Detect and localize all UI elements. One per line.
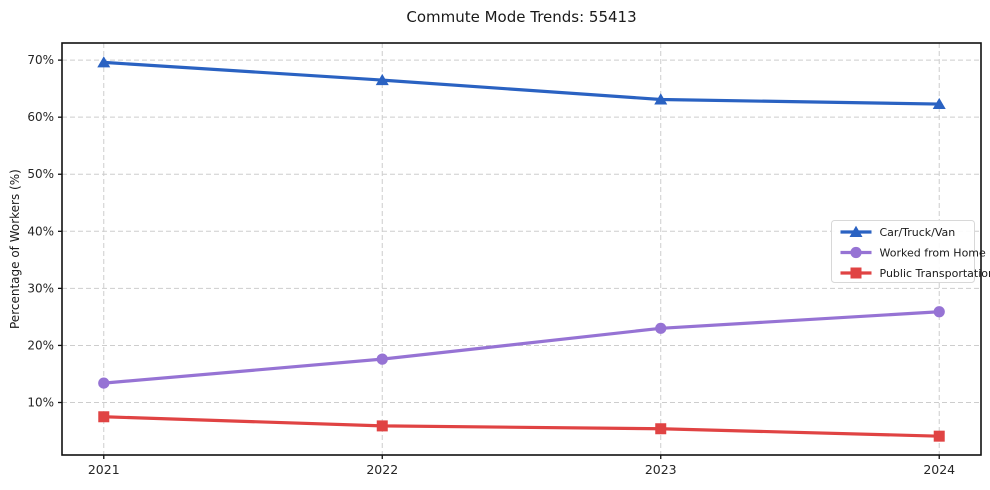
legend-sample-marker	[850, 246, 862, 259]
legend-label: Public Transportation	[880, 267, 990, 280]
y-tick-label: 60%	[27, 110, 54, 124]
data-point-marker	[98, 411, 110, 423]
series-line-worked-from-home	[102, 310, 941, 385]
data-point-marker	[655, 322, 667, 334]
data-point-marker	[932, 97, 946, 110]
data-point-marker	[376, 353, 388, 365]
legend-label: Worked from Home	[880, 247, 987, 260]
data-point-marker	[98, 377, 110, 389]
data-point-marker	[97, 56, 111, 68]
y-tick-label: 50%	[27, 167, 54, 181]
x-tick-label: 2023	[645, 462, 677, 477]
legend-box	[831, 220, 975, 283]
x-tick-label: 2021	[88, 462, 120, 477]
y-tick-label: 70%	[27, 53, 54, 67]
y-tick-label: 30%	[27, 281, 54, 295]
y-tick-label: 20%	[27, 338, 54, 352]
series-line-public-transportation	[102, 415, 941, 438]
legend-sample-marker	[850, 267, 862, 279]
legend-sample-marker	[849, 225, 863, 237]
legend-label: Car/Truck/Van	[880, 226, 956, 239]
data-point-marker	[375, 73, 389, 86]
x-tick-label: 2024	[923, 462, 955, 477]
data-point-marker	[933, 430, 945, 442]
y-tick-label: 40%	[27, 224, 54, 238]
x-tick-label: 2022	[366, 462, 398, 477]
data-point-marker	[376, 420, 388, 432]
y-tick-label: 10%	[27, 396, 54, 410]
data-point-marker	[933, 306, 945, 318]
plot-border	[61, 42, 982, 456]
chart-title: Commute Mode Trends: 55413	[406, 8, 637, 26]
data-point-marker	[654, 93, 668, 105]
series-line-car-truck-van	[102, 60, 941, 106]
data-point-marker	[655, 423, 667, 435]
